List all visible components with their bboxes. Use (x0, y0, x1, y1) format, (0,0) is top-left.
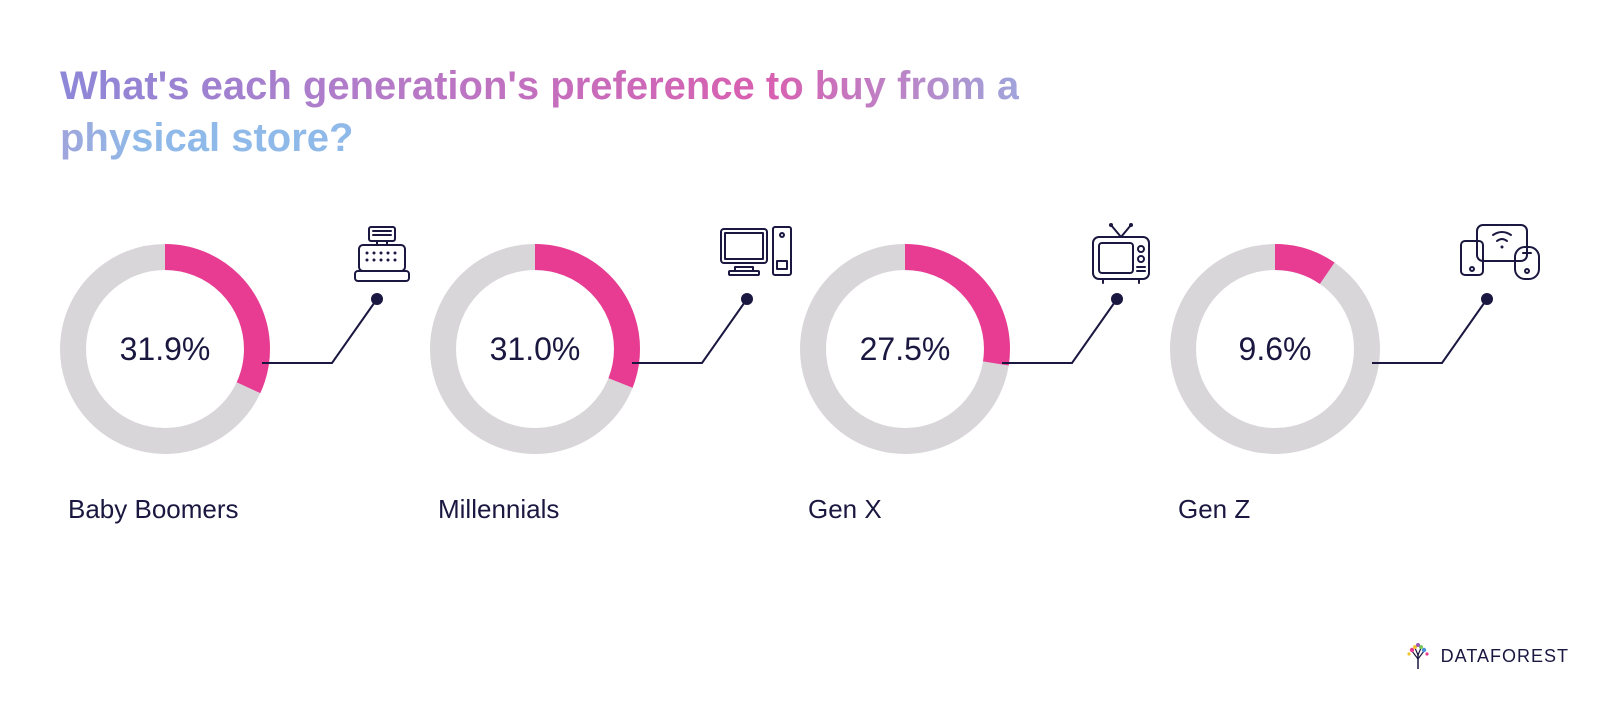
brand-text: DATAFOREST (1441, 646, 1569, 667)
typewriter-icon (347, 221, 417, 296)
tree-icon (1401, 639, 1435, 673)
donut-label: Millennials (430, 494, 800, 525)
tv-icon (1087, 221, 1155, 292)
donut-cell: 31.0% Millennials (430, 244, 800, 525)
donut-value: 27.5% (800, 244, 1010, 454)
donut-label: Baby Boomers (60, 494, 430, 525)
donut: 31.0% (430, 244, 640, 454)
devices-icon (1457, 221, 1543, 288)
title-part1: What's each generation's preference (60, 64, 766, 108)
donut-row: 31.9% Baby Boomers 31.0% Millennials 27.5% Ge… (60, 244, 1557, 525)
chart-title: What's each generation's preference to b… (60, 60, 1060, 164)
donut: 27.5% (800, 244, 1010, 454)
donut-value: 31.0% (430, 244, 640, 454)
footer-logo: DATAFOREST (1401, 639, 1569, 673)
infographic-container: What's each generation's preference to b… (0, 0, 1617, 701)
donut-cell: 9.6% Gen Z (1170, 244, 1540, 525)
donut-value: 31.9% (60, 244, 270, 454)
donut-value: 9.6% (1170, 244, 1380, 454)
donut-label: Gen Z (1170, 494, 1540, 525)
donut: 31.9% (60, 244, 270, 454)
donut-label: Gen X (800, 494, 1170, 525)
donut: 9.6% (1170, 244, 1380, 454)
donut-cell: 27.5% Gen X (800, 244, 1170, 525)
computer-icon (717, 221, 795, 290)
donut-cell: 31.9% Baby Boomers (60, 244, 430, 525)
